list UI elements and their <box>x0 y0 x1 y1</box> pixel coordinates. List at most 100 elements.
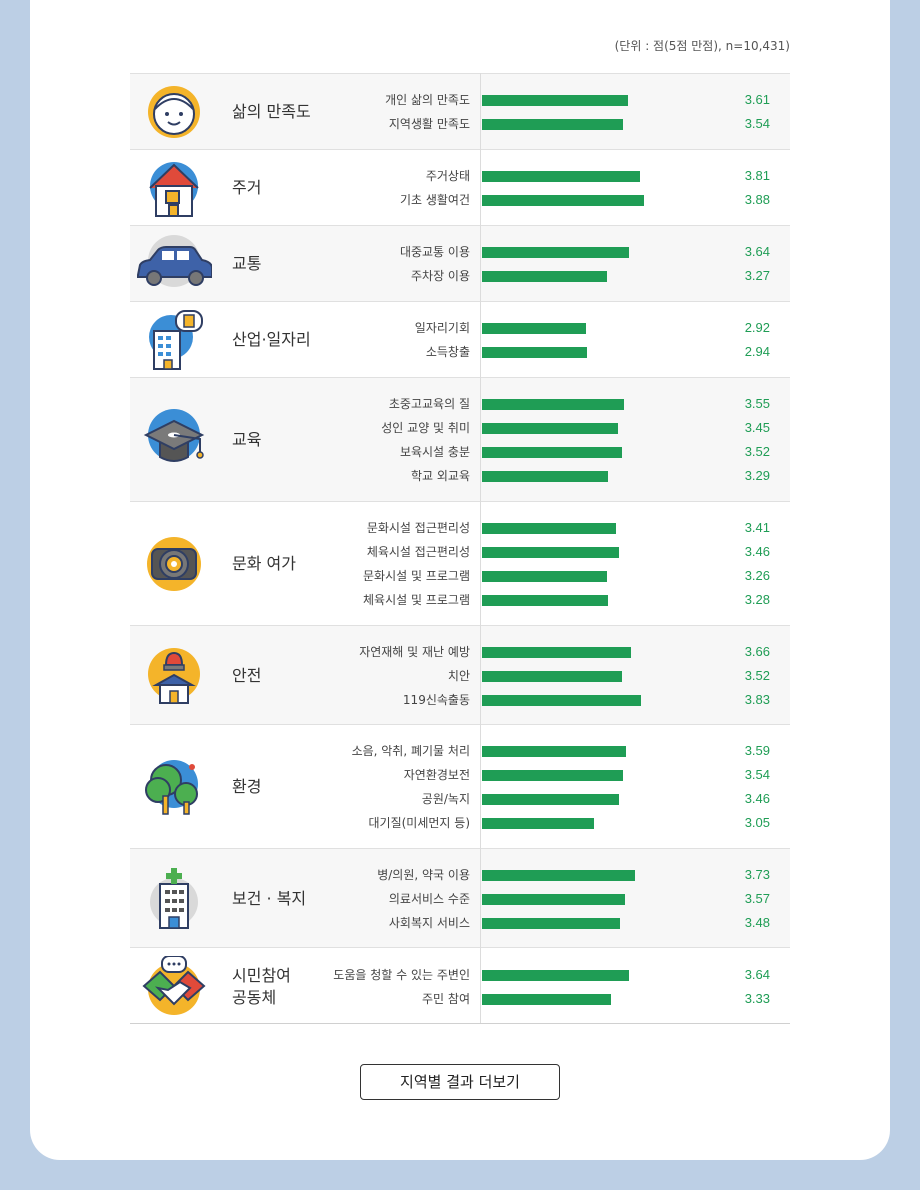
handshake-icon <box>136 955 212 1018</box>
value-label: 3.55 <box>744 396 770 411</box>
value-label: 3.33 <box>744 991 770 1006</box>
item-label: 일자리기회 <box>414 321 470 335</box>
item-label: 체육시설 및 프로그램 <box>363 593 470 607</box>
category-block: 시민참여 공동체 도움을 청할 수 있는 주변인 3.64 주민 참여 3.33 <box>130 947 790 1025</box>
bar <box>482 695 641 706</box>
value-label: 3.81 <box>744 168 770 183</box>
value-label: 3.28 <box>744 592 770 607</box>
bar <box>482 523 616 534</box>
item-label: 도움을 청할 수 있는 주변인 <box>333 968 470 982</box>
bar <box>482 95 628 106</box>
category-label: 환경 <box>232 777 262 796</box>
smiling-face-icon <box>136 81 212 143</box>
bar <box>482 347 587 358</box>
unit-note: (단위 : 점(5점 만점), n=10,431) <box>614 39 790 53</box>
category-label: 보건 · 복지 <box>232 889 307 908</box>
category-block: 환경 소음, 악취, 폐기물 처리 3.59 자연환경보전 3.54 공원/녹지 3.46 대… <box>130 724 790 849</box>
bar <box>482 870 635 881</box>
category-label: 시민참여 공동체 <box>232 966 291 1007</box>
category-label: 주거 <box>232 178 262 197</box>
more-results-button[interactable]: 지역별 결과 더보기 <box>360 1064 560 1100</box>
value-label: 3.52 <box>744 444 770 459</box>
item-label: 보육시설 충분 <box>399 445 470 459</box>
office-building-icon <box>136 309 212 371</box>
category-block: 문화 여가 문화시설 접근편리성 3.41 체육시설 접근편리성 3.46 문화시설 및 … <box>130 501 790 626</box>
value-label: 3.64 <box>744 967 770 982</box>
bar <box>482 595 608 606</box>
category-label: 교육 <box>232 430 262 449</box>
value-label: 3.59 <box>744 743 770 758</box>
category-block: 교통 대중교통 이용 3.64 주차장 이용 3.27 <box>130 225 790 302</box>
bar <box>482 195 644 206</box>
category-label: 문화 여가 <box>232 554 296 573</box>
item-label: 사회복지 서비스 <box>388 916 470 930</box>
house-icon <box>136 157 212 219</box>
bar <box>482 271 607 282</box>
bar <box>482 647 631 658</box>
item-label: 지역생활 만족도 <box>388 117 470 131</box>
item-label: 치안 <box>447 669 470 683</box>
bar <box>482 794 619 805</box>
bar <box>482 671 622 682</box>
bar <box>482 818 594 829</box>
satisfaction-bar-chart: 삶의 만족도 개인 삶의 만족도 3.61 지역생활 만족도 3.54 주거 주거상태 3.8… <box>130 73 790 1024</box>
stage-light-icon <box>136 533 212 595</box>
category-block: 주거 주거상태 3.81 기초 생활여건 3.88 <box>130 149 790 226</box>
siren-house-icon <box>136 645 212 707</box>
value-label: 3.05 <box>744 815 770 830</box>
category-block: 안전 자연재해 및 재난 예방 3.66 치안 3.52 119신속출동 3.83 <box>130 625 790 725</box>
value-label: 3.27 <box>744 268 770 283</box>
bar <box>482 171 640 182</box>
bar <box>482 247 629 258</box>
value-label: 3.52 <box>744 668 770 683</box>
graduation-cap-icon <box>136 409 212 471</box>
axis-divider <box>480 73 481 1024</box>
item-label: 주민 참여 <box>422 992 470 1006</box>
category-label: 교통 <box>232 254 262 273</box>
item-label: 문화시설 및 프로그램 <box>363 569 470 583</box>
value-label: 2.94 <box>744 344 770 359</box>
value-label: 3.46 <box>744 544 770 559</box>
value-label: 3.57 <box>744 891 770 906</box>
item-label: 의료서비스 수준 <box>388 892 470 906</box>
bottom-rule <box>130 1023 790 1024</box>
value-label: 3.41 <box>744 520 770 535</box>
category-block: 삶의 만족도 개인 삶의 만족도 3.61 지역생활 만족도 3.54 <box>130 73 790 150</box>
bar <box>482 918 620 929</box>
bar <box>482 547 619 558</box>
car-icon <box>136 233 213 295</box>
item-label: 대기질(미세먼지 등) <box>368 816 471 830</box>
item-label: 대중교통 이용 <box>399 245 470 259</box>
item-label: 주거상태 <box>425 169 470 183</box>
bar <box>482 399 624 410</box>
value-label: 3.83 <box>744 692 770 707</box>
bar <box>482 423 618 434</box>
category-block: 보건 · 복지 병/의원, 약국 이용 3.73 의료서비스 수준 3.57 사회복지 서… <box>130 848 790 948</box>
bar <box>482 746 626 757</box>
category-block: 산업·일자리 일자리기회 2.92 소득창출 2.94 <box>130 301 790 378</box>
bar <box>482 994 611 1005</box>
bar <box>482 323 586 334</box>
category-label: 삶의 만족도 <box>232 102 311 121</box>
item-label: 기초 생활여건 <box>399 193 470 207</box>
bar <box>482 894 625 905</box>
item-label: 초중고교육의 질 <box>388 397 470 411</box>
category-label: 안전 <box>232 666 262 685</box>
item-label: 소득창출 <box>425 345 470 359</box>
hospital-icon <box>136 868 212 930</box>
bar <box>482 119 623 130</box>
value-label: 3.26 <box>744 568 770 583</box>
value-label: 3.88 <box>744 192 770 207</box>
item-label: 자연환경보전 <box>403 768 470 782</box>
item-label: 문화시설 접근편리성 <box>366 521 470 535</box>
bar <box>482 471 608 482</box>
value-label: 3.54 <box>744 767 770 782</box>
value-label: 3.66 <box>744 644 770 659</box>
value-label: 3.29 <box>744 468 770 483</box>
item-label: 학교 외교육 <box>410 469 470 483</box>
item-label: 공원/녹지 <box>421 792 470 806</box>
value-label: 3.54 <box>744 116 770 131</box>
item-label: 119신속출동 <box>402 693 470 707</box>
value-label: 3.45 <box>744 420 770 435</box>
bar <box>482 970 629 981</box>
